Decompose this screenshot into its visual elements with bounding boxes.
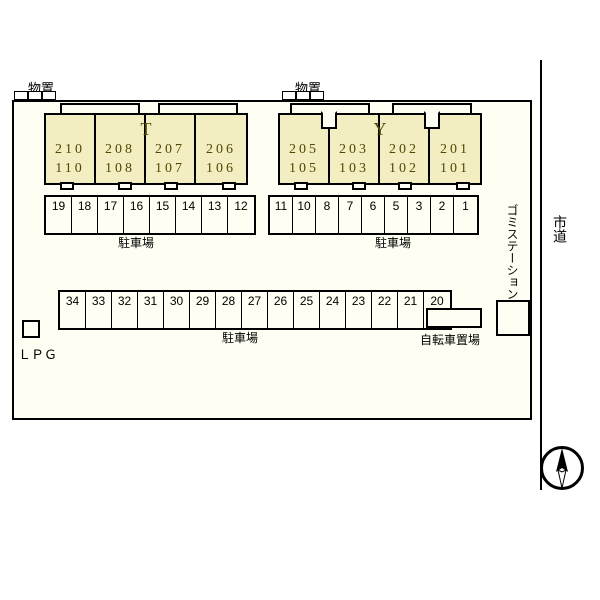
parking-row-top-left: 1918171615141312 (44, 195, 256, 235)
parking-slot: 11 (270, 197, 293, 233)
compass-icon (540, 446, 584, 490)
parking-slot: 24 (320, 292, 346, 328)
parking-slot: 32 (112, 292, 138, 328)
tab-8 (456, 182, 470, 190)
tab-4 (222, 182, 236, 190)
parking-slot: 33 (86, 292, 112, 328)
building-y-label: Y (278, 119, 482, 140)
parking-label-1: 駐車場 (118, 234, 154, 251)
tab-5 (294, 182, 308, 190)
parking-slot: 14 (176, 197, 202, 233)
shed-right (282, 91, 324, 100)
site-plan-canvas: 物置 物置 T 210110 208108 207107 206106 Y 20… (0, 0, 600, 600)
road-label: 市道 (550, 215, 570, 243)
parking-slot: 27 (242, 292, 268, 328)
tab-1 (60, 182, 74, 190)
parking-slot: 1 (454, 197, 477, 233)
parking-slot: 6 (362, 197, 385, 233)
parking-slot: 28 (216, 292, 242, 328)
road-vertical (540, 60, 542, 490)
garbage-label: ゴミステーション (504, 204, 521, 300)
parking-slot: 8 (316, 197, 339, 233)
parking-slot: 15 (150, 197, 176, 233)
notch-y1 (321, 111, 337, 129)
parking-slot: 29 (190, 292, 216, 328)
tab-3 (164, 182, 178, 190)
parking-slot: 3 (408, 197, 431, 233)
garbage-box (496, 300, 530, 336)
parking-slot: 19 (46, 197, 72, 233)
parking-slot: 10 (293, 197, 316, 233)
lpg-label: ＬＰＧ (18, 344, 57, 363)
tab-7 (398, 182, 412, 190)
roof-t2 (158, 103, 238, 113)
parking-slot: 22 (372, 292, 398, 328)
bicycle-box (426, 308, 482, 328)
parking-slot: 30 (164, 292, 190, 328)
parking-slot: 7 (339, 197, 362, 233)
parking-slot: 17 (98, 197, 124, 233)
parking-label-2: 駐車場 (375, 234, 411, 251)
parking-slot: 31 (138, 292, 164, 328)
bicycle-label: 自転車置場 (420, 331, 480, 348)
parking-slot: 26 (268, 292, 294, 328)
roof-t1 (60, 103, 140, 113)
building-t: T 210110 208108 207107 206106 (44, 113, 248, 185)
notch-y2 (424, 111, 440, 129)
parking-row-top-right: 11108765321 (268, 195, 479, 235)
building-t-label: T (44, 119, 248, 140)
parking-row-bottom: 343332313029282726252423222120 (58, 290, 452, 330)
parking-slot: 16 (124, 197, 150, 233)
parking-slot: 21 (398, 292, 424, 328)
parking-slot: 2 (431, 197, 454, 233)
tab-6 (352, 182, 366, 190)
parking-slot: 5 (385, 197, 408, 233)
parking-slot: 13 (202, 197, 228, 233)
parking-label-3: 駐車場 (222, 329, 258, 346)
building-y: Y 205105 203103 202102 201101 (278, 113, 482, 185)
parking-slot: 25 (294, 292, 320, 328)
lpg-box (22, 320, 40, 338)
parking-slot: 23 (346, 292, 372, 328)
parking-slot: 18 (72, 197, 98, 233)
tab-2 (118, 182, 132, 190)
shed-left (14, 91, 56, 100)
parking-slot: 34 (60, 292, 86, 328)
parking-slot: 12 (228, 197, 254, 233)
